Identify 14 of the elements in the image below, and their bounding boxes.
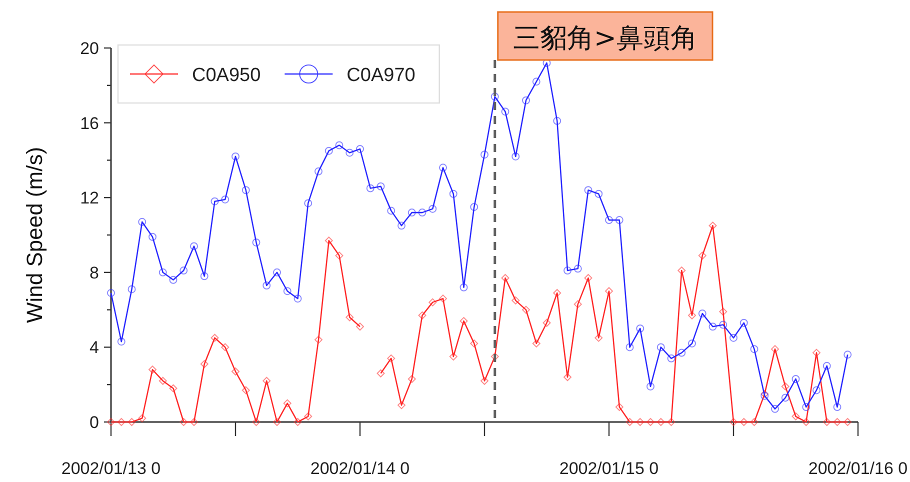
y-tick-label: 16 <box>80 114 99 133</box>
x-tick-label: 2002/01/13 0 <box>61 459 161 478</box>
legend-label: C0A950 <box>192 65 261 86</box>
ref-line-label: 三貂角>鼻頭角 <box>512 23 698 54</box>
y-tick-label: 0 <box>90 413 99 432</box>
legend-label: C0A970 <box>346 65 416 86</box>
y-tick-label: 8 <box>90 263 99 282</box>
y-tick-label: 4 <box>90 338 99 358</box>
x-tick-label: 2002/01/14 0 <box>310 459 410 478</box>
x-tick-label: 2002/01/16 0 <box>808 459 908 478</box>
x-tick-label: 2002/01/15 0 <box>559 459 659 478</box>
y-tick-label: 12 <box>80 188 99 208</box>
y-tick-label: 20 <box>80 39 99 58</box>
y-axis-title: Wind Speed (m/s) <box>22 146 47 324</box>
